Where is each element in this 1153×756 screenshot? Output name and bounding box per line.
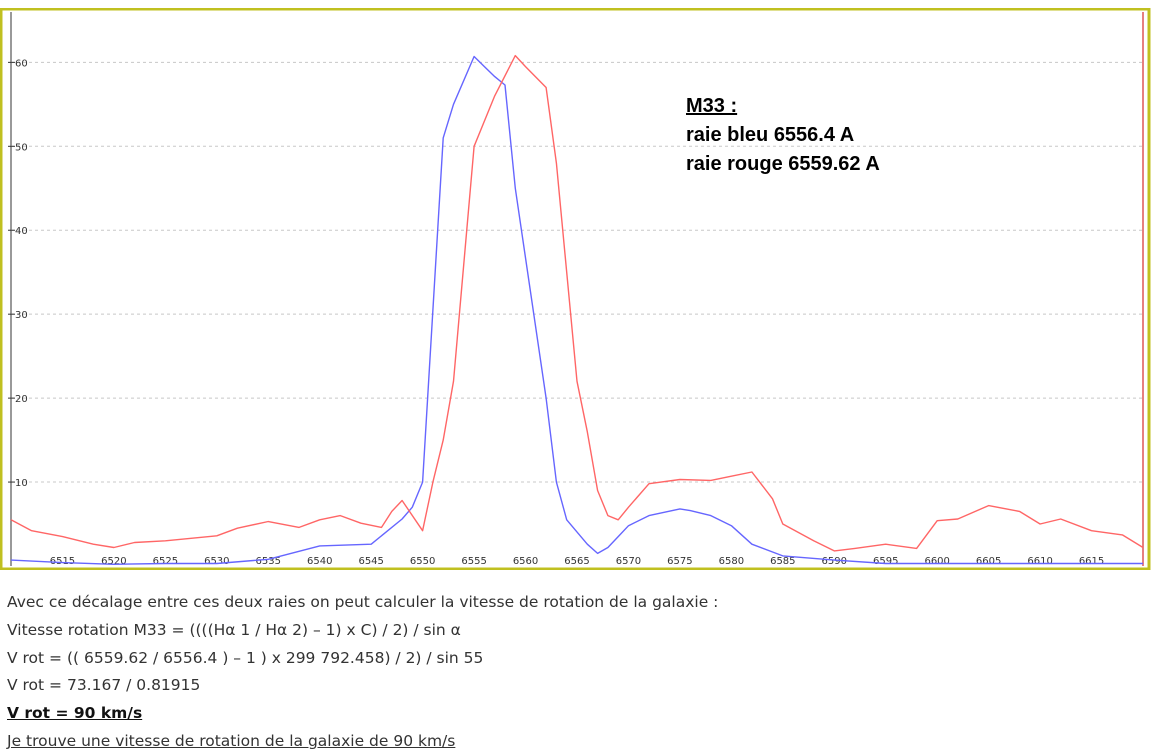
annotation-title: M33 : xyxy=(686,95,738,117)
substitution-line: V rot = (( 6559.62 / 6556.4 ) – 1 ) x 29… xyxy=(7,648,484,667)
x-tick-label: 6595 xyxy=(873,556,898,567)
annotation-blue-line: raie bleu 6556.4 A xyxy=(686,124,855,146)
chart-frame xyxy=(0,8,1151,570)
y-tick-label: 10 xyxy=(15,478,28,489)
annotation-red-line: raie rouge 6559.62 A xyxy=(686,153,880,175)
x-tick-label: 6600 xyxy=(924,556,949,567)
y-tick-label: 20 xyxy=(15,394,28,405)
x-tick-label: 6550 xyxy=(410,556,435,567)
conclusion-line: Je trouve une vitesse de rotation de la … xyxy=(7,731,456,750)
x-tick-label: 6590 xyxy=(822,556,847,567)
x-tick-label: 6515 xyxy=(50,556,75,567)
x-tick-label: 6540 xyxy=(307,556,332,567)
y-tick-label: 50 xyxy=(15,142,28,153)
x-tick-label: 6520 xyxy=(101,556,126,567)
result-line: V rot = 90 km/s xyxy=(7,704,143,723)
x-tick-label: 6535 xyxy=(256,556,281,567)
x-tick-label: 6560 xyxy=(513,556,538,567)
x-tick-label: 6555 xyxy=(461,556,486,567)
x-tick-label: 6530 xyxy=(204,556,229,567)
x-tick-label: 6545 xyxy=(358,556,383,567)
red-spectrum-line xyxy=(10,54,1144,552)
x-tick-label: 6610 xyxy=(1027,556,1052,567)
x-tick-label: 6570 xyxy=(616,556,641,567)
explanation-text: Avec ce décalage entre ces deux raies on… xyxy=(7,589,718,756)
y-tick-label: 60 xyxy=(15,58,28,69)
formula-line: Vitesse rotation M33 = ((((Hα 1 / Hα 2) … xyxy=(7,620,461,639)
x-tick-label: 6565 xyxy=(564,556,589,567)
blue-spectrum-line xyxy=(10,55,1143,565)
x-tick-label: 6605 xyxy=(976,556,1001,567)
division-line: V rot = 73.167 / 0.81915 xyxy=(7,676,201,695)
intro-line: Avec ce décalage entre ces deux raies on… xyxy=(7,593,719,611)
y-tick-label: 30 xyxy=(15,310,28,321)
x-tick-label: 6585 xyxy=(770,556,795,567)
chart-annotation: M33 : raie bleu 6556.4 A raie rouge 6559… xyxy=(686,92,880,179)
x-tick-label: 6525 xyxy=(153,556,178,567)
y-tick-label: 40 xyxy=(15,226,28,237)
x-tick-label: 6615 xyxy=(1079,556,1104,567)
spectrum-chart: 10 20 30 40 50 60 6515 6520 6525 6530 6535 6540 6545… xyxy=(0,8,1153,570)
x-tick-label: 6580 xyxy=(719,556,744,567)
x-tick-label: 6575 xyxy=(667,556,692,567)
chart-svg: 10 20 30 40 50 60 6515 6520 6525 6530 6535 6540 6545… xyxy=(0,8,1151,570)
